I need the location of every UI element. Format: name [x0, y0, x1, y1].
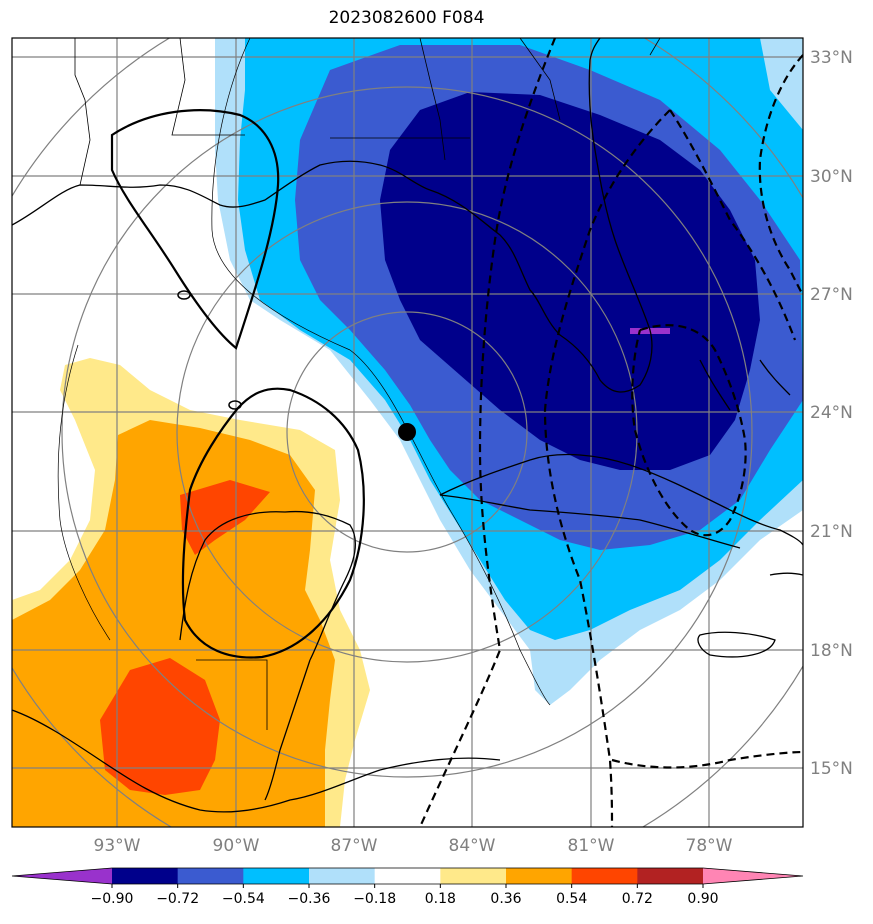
field-red-orange-2: [100, 658, 220, 795]
colorbar-tick-label: −0.90: [91, 891, 134, 907]
storm-center-marker: [398, 423, 416, 441]
colorbar-swatch: [243, 868, 310, 884]
colorbar-tick-label: −0.18: [353, 891, 396, 907]
colorbar-swatch: [112, 868, 179, 884]
colorbar-tick-label: −0.36: [288, 891, 331, 907]
lon-label-78: 78°W: [686, 836, 733, 856]
lon-label-93: 93°W: [94, 836, 141, 856]
lat-label-33: 33°N: [810, 48, 853, 68]
colorbar-swatch: [177, 868, 244, 884]
colorbar-tick-label: 0.54: [556, 891, 587, 907]
colorbar-swatch: [506, 868, 573, 884]
lat-labels: 33°N 30°N 27°N 24°N 21°N 18°N 15°N: [810, 48, 853, 779]
dashed-contours: [418, 38, 803, 827]
small-contour-1: [177, 290, 191, 300]
range-rings: [12, 38, 803, 827]
colorbar-tick-label: 0.18: [425, 891, 456, 907]
colorbar: −0.90 −0.72 −0.54 −0.36 −0.18 0.18 0.36 0.54 0.7…: [11, 867, 804, 907]
colorbar-swatch: [637, 868, 704, 884]
lat-label-27: 27°N: [810, 285, 853, 305]
lat-label-18: 18°N: [810, 641, 853, 661]
lat-label-15: 15°N: [810, 759, 853, 779]
map-plot-area: [12, 38, 803, 827]
solid-contour-south: [181, 387, 365, 659]
lon-gridlines: [116, 38, 710, 827]
colorbar-swatch: [571, 868, 638, 884]
lat-gridlines: [12, 56, 803, 769]
colorbar-tick-label: −0.72: [156, 891, 199, 907]
lon-label-81: 81°W: [568, 836, 615, 856]
field-dark-blue: [380, 92, 760, 470]
map-frame: [11, 37, 804, 828]
colorbar-tick-label: 0.90: [687, 891, 718, 907]
thin-contour-west: [57, 344, 111, 641]
colorbar-swatch: [309, 868, 376, 884]
small-contour-2: [228, 400, 242, 410]
coastlines: [12, 38, 803, 813]
lon-label-87: 87°W: [331, 836, 378, 856]
field-orange: [12, 420, 335, 827]
colorbar-swatch: [440, 868, 507, 884]
colorbar-extend-min: [12, 868, 112, 884]
lon-label-84: 84°W: [449, 836, 496, 856]
colorbar-tick-label: −0.54: [222, 891, 265, 907]
lat-label-24: 24°N: [810, 403, 853, 423]
map-title: 2023082600 F084: [328, 8, 485, 28]
colorbar-extend-max: [703, 868, 803, 884]
thin-contour: [211, 38, 551, 706]
lat-label-21: 21°N: [810, 522, 853, 542]
solid-contour-north: [110, 109, 280, 350]
lat-label-30: 30°N: [810, 167, 853, 187]
lon-label-90: 90°W: [213, 836, 260, 856]
colorbar-swatch: [374, 868, 441, 884]
lon-labels: 93°W 90°W 87°W 84°W 81°W 78°W: [94, 836, 733, 856]
colorbar-tick-label: 0.72: [622, 891, 653, 907]
colorbar-tick-label: 0.36: [490, 891, 521, 907]
